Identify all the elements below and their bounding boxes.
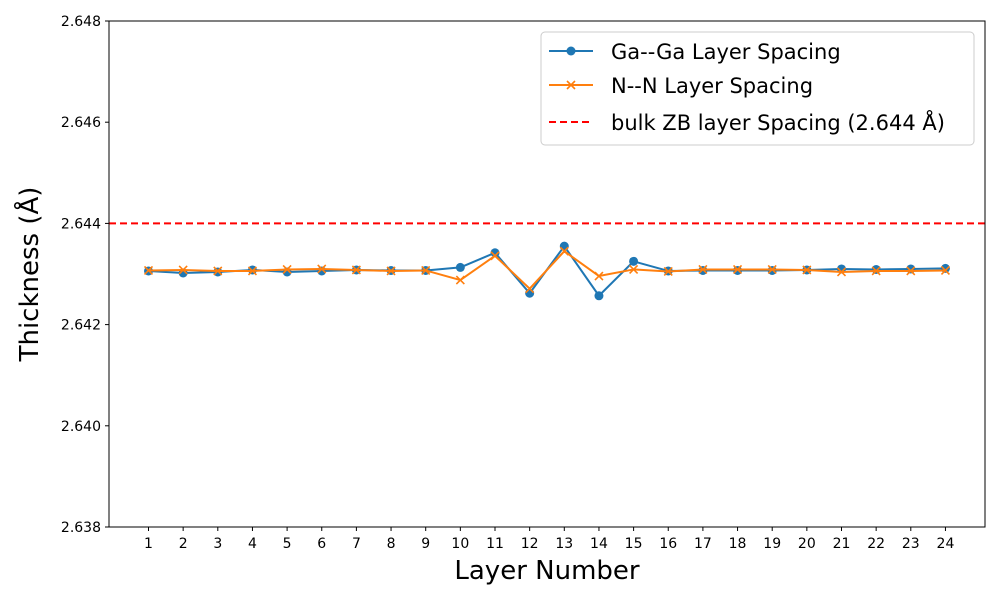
y-tick-label: 2.648 xyxy=(61,14,101,30)
x-tick-label: 7 xyxy=(352,536,361,552)
data-point xyxy=(871,266,881,276)
data-point xyxy=(525,288,535,298)
data-point xyxy=(351,265,361,275)
data-point xyxy=(732,264,743,275)
x-tick-label: 14 xyxy=(590,536,608,552)
x-tick-label: 8 xyxy=(387,536,396,552)
x-tick-label: 10 xyxy=(451,536,469,552)
data-point xyxy=(455,275,465,285)
legend-item-1: Ga--Ga Layer Spacing xyxy=(549,40,841,64)
data-point xyxy=(663,266,673,277)
data-point xyxy=(525,284,535,294)
x-tick-label: 3 xyxy=(213,536,222,552)
data-point xyxy=(629,264,639,275)
x-tick-label: 20 xyxy=(798,536,816,552)
x-axis-label: Layer Number xyxy=(454,556,640,586)
x-tick-label: 6 xyxy=(317,536,326,552)
data-point xyxy=(247,266,258,276)
data-point xyxy=(698,264,708,275)
x-tick-label: 9 xyxy=(421,536,430,552)
legend-item-3: bulk ZB layer Spacing (2.644 Å) xyxy=(549,109,945,135)
legend: Ga--Ga Layer Spacing N--N Layer Spacing bu… xyxy=(540,31,975,146)
x-tick-label: 18 xyxy=(729,536,747,552)
data-point xyxy=(802,265,812,275)
x-tick-label: 17 xyxy=(694,536,712,552)
x-tick-label: 13 xyxy=(555,536,573,552)
legend-box xyxy=(540,31,975,146)
y-axis-label: Thickness (Å) xyxy=(13,187,45,363)
y-tick-label: 2.640 xyxy=(61,419,101,435)
data-point xyxy=(594,291,604,301)
x-tick-label: 16 xyxy=(659,536,677,552)
plot-frame xyxy=(108,20,986,528)
legend-label: N--N Layer Spacing xyxy=(611,74,813,98)
data-point xyxy=(455,262,465,272)
data-point xyxy=(559,246,569,256)
legend-label: bulk ZB layer Spacing (2.644 Å) xyxy=(611,109,945,135)
y-tick-label: 2.642 xyxy=(61,318,101,334)
data-point xyxy=(940,265,951,276)
data-point xyxy=(594,271,604,281)
x-tick-label: 21 xyxy=(833,536,851,552)
legend-marker xyxy=(566,46,576,56)
x-tick-label: 1 xyxy=(144,536,153,552)
data-point xyxy=(178,265,188,275)
series-line xyxy=(148,250,946,290)
data-point xyxy=(836,267,847,277)
data-point xyxy=(629,256,639,266)
y-tick-label: 2.638 xyxy=(61,520,101,536)
data-point xyxy=(490,251,500,261)
data-point xyxy=(559,241,569,251)
data-point xyxy=(421,265,431,276)
x-tick-label: 23 xyxy=(902,536,920,552)
data-point xyxy=(767,264,777,275)
series-2 xyxy=(143,246,951,294)
legend-marker xyxy=(566,80,576,90)
data-point xyxy=(871,264,881,274)
data-point xyxy=(906,266,916,276)
data-point xyxy=(282,264,292,275)
x-tick-label: 11 xyxy=(486,536,504,552)
x-tick-label: 2 xyxy=(179,536,188,552)
data-point xyxy=(317,264,327,274)
x-tick-label: 12 xyxy=(521,536,539,552)
data-point xyxy=(213,266,223,276)
x-tick-label: 22 xyxy=(867,536,885,552)
y-tick-label: 2.646 xyxy=(61,115,101,131)
x-tick-label: 5 xyxy=(283,536,292,552)
x-tick-label: 19 xyxy=(763,536,781,552)
x-tick-label: 24 xyxy=(937,536,955,552)
data-point xyxy=(490,248,500,258)
data-point xyxy=(386,266,396,276)
legend-item-2: N--N Layer Spacing xyxy=(549,74,813,98)
data-point xyxy=(143,265,154,276)
x-tick-label: 15 xyxy=(625,536,643,552)
y-tick-label: 2.644 xyxy=(61,216,101,232)
x-tick-label: 4 xyxy=(248,536,257,552)
legend-label: Ga--Ga Layer Spacing xyxy=(611,40,841,64)
